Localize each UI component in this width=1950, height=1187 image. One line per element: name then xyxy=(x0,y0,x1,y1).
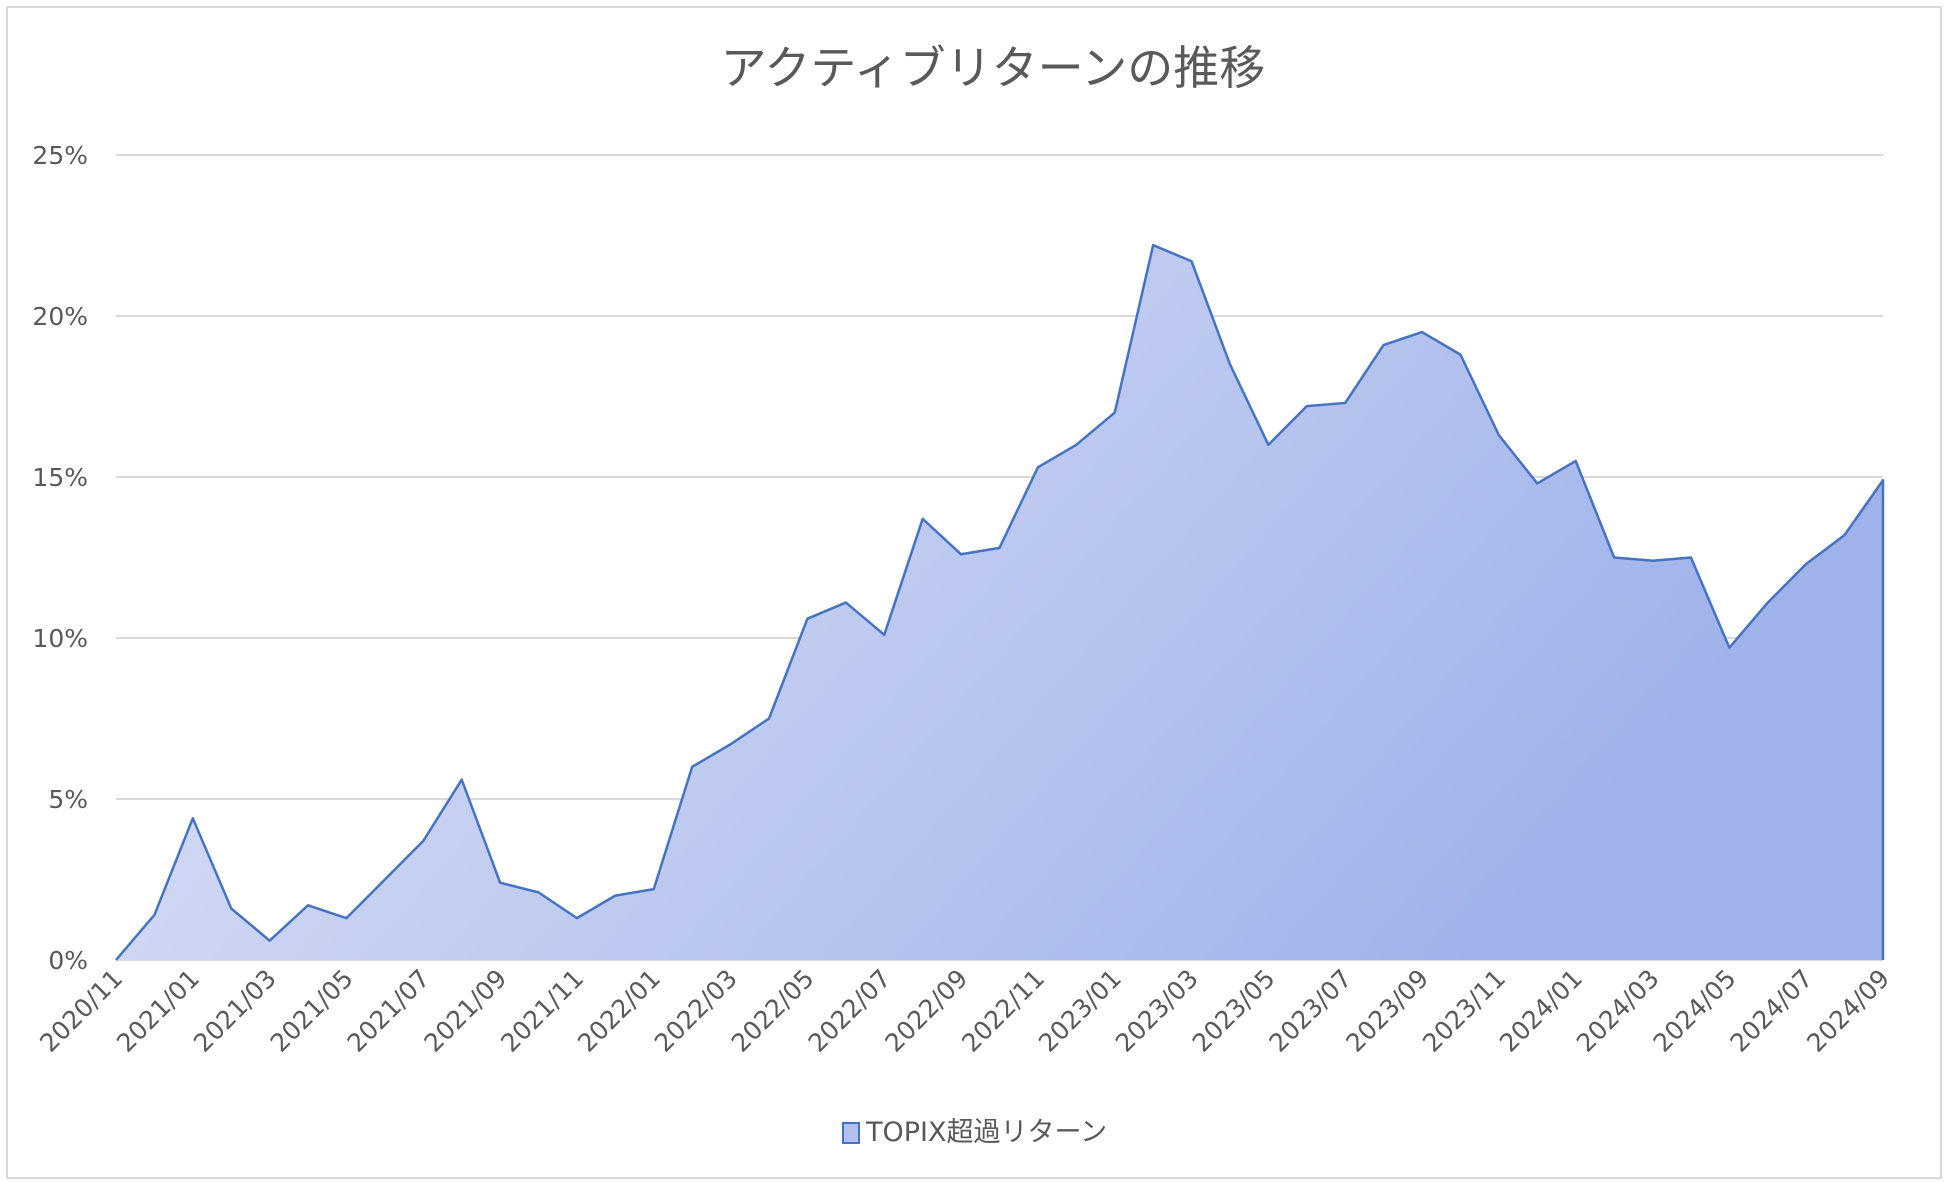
x-axis-ticks: 2020/112021/012021/032021/052021/072021/… xyxy=(34,964,1895,1058)
chart-title: アクティブリターンの推移 xyxy=(721,41,1266,95)
x-tick-label: 2021/07 xyxy=(342,964,436,1058)
y-tick-label: 15% xyxy=(32,463,88,492)
x-tick-label: 2022/05 xyxy=(726,964,820,1058)
x-tick-label: 2020/11 xyxy=(34,964,128,1058)
x-tick-label: 2023/05 xyxy=(1187,964,1281,1058)
y-tick-label: 5% xyxy=(48,785,88,814)
x-tick-label: 2021/01 xyxy=(111,964,205,1058)
x-tick-label: 2021/11 xyxy=(495,964,589,1058)
y-tick-label: 10% xyxy=(32,624,88,653)
x-tick-label: 2023/11 xyxy=(1417,964,1511,1058)
x-tick-label: 2024/05 xyxy=(1648,964,1742,1058)
x-tick-label: 2024/09 xyxy=(1801,964,1895,1058)
x-tick-label: 2023/09 xyxy=(1340,964,1434,1058)
x-tick-label: 2023/03 xyxy=(1110,964,1204,1058)
x-tick-label: 2022/01 xyxy=(572,964,666,1058)
x-tick-label: 2024/01 xyxy=(1494,964,1588,1058)
area-series xyxy=(115,243,1885,961)
legend-swatch xyxy=(842,1122,860,1144)
x-tick-label: 2022/09 xyxy=(879,964,973,1058)
legend: TOPIX超過リターン xyxy=(842,1117,1107,1148)
y-tick-label: 0% xyxy=(48,946,88,975)
y-tick-label: 20% xyxy=(32,302,88,331)
x-tick-label: 2022/07 xyxy=(803,964,897,1058)
x-tick-label: 2024/07 xyxy=(1724,964,1818,1058)
x-tick-label: 2021/09 xyxy=(418,964,512,1058)
x-tick-label: 2023/01 xyxy=(1033,964,1127,1058)
area-line xyxy=(115,243,1885,961)
x-tick-label: 2021/03 xyxy=(188,964,282,1058)
area-fill xyxy=(116,245,1883,960)
x-tick-label: 2023/07 xyxy=(1264,964,1358,1058)
y-tick-label: 25% xyxy=(32,141,88,170)
x-tick-label: 2021/05 xyxy=(265,964,359,1058)
x-tick-label: 2022/03 xyxy=(649,964,743,1058)
x-tick-label: 2024/03 xyxy=(1571,964,1665,1058)
x-tick-label: 2022/11 xyxy=(956,964,1050,1058)
legend-label: TOPIX超過リターン xyxy=(865,1117,1107,1148)
y-axis-ticks: 0% 5% 10% 15% 20% 25% xyxy=(32,141,88,975)
